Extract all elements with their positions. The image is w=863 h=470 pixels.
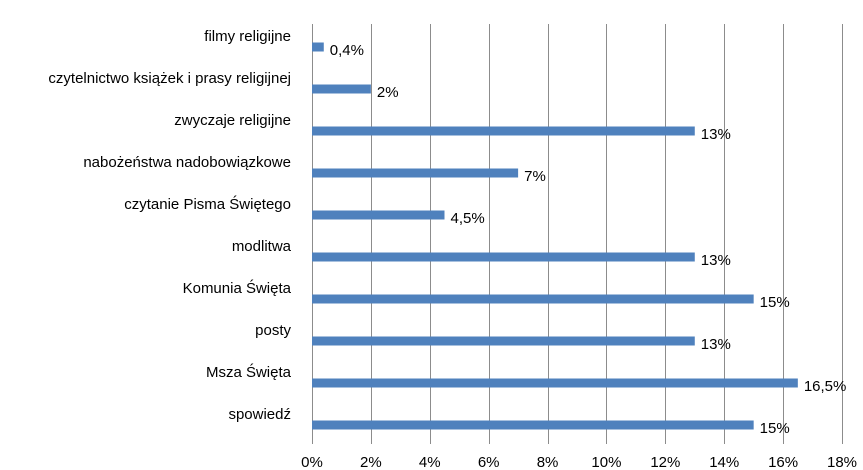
x-tick-label: 16%	[768, 454, 798, 470]
bar	[312, 252, 695, 262]
data-labels: 0,4% 2% 13% 7% 4,5% 13% 15% 13% 16,5% 15%	[330, 42, 847, 437]
category-label: nabożeństwa nadobowiązkowe	[83, 154, 291, 171]
data-label: 13%	[701, 126, 731, 143]
bar	[312, 42, 324, 52]
x-tick-label: 18%	[827, 454, 857, 470]
bar-series	[312, 42, 798, 430]
data-label: 13%	[701, 336, 731, 353]
x-tick-label: 4%	[419, 454, 441, 470]
x-tick-label: 6%	[478, 454, 500, 470]
data-label: 7%	[524, 168, 546, 185]
category-label: czytelnictwo książek i prasy religijnej	[48, 70, 291, 87]
x-tick-label: 0%	[301, 454, 323, 470]
bar	[312, 420, 754, 430]
x-tick-label: 10%	[591, 454, 621, 470]
category-labels: filmy religijne czytelnictwo książek i pr…	[48, 28, 291, 423]
category-label: Komunia Święta	[183, 279, 292, 297]
category-label: filmy religijne	[204, 28, 291, 45]
bar	[312, 210, 445, 220]
x-tick-label: 14%	[709, 454, 739, 470]
data-label: 4,5%	[451, 210, 485, 227]
category-label: Msza Święta	[206, 363, 292, 381]
data-label: 0,4%	[330, 42, 364, 59]
gridlines	[312, 24, 843, 444]
bar	[312, 336, 695, 346]
category-label: spowiedź	[228, 406, 291, 423]
category-label: posty	[255, 322, 291, 339]
bar	[312, 168, 519, 178]
data-label: 16,5%	[804, 378, 847, 395]
data-label: 13%	[701, 252, 731, 269]
bar	[312, 294, 754, 304]
data-label: 2%	[377, 84, 399, 101]
bar	[312, 378, 798, 388]
category-label: zwyczaje religijne	[174, 112, 291, 129]
category-label: modlitwa	[232, 238, 292, 255]
data-label: 15%	[760, 294, 790, 311]
x-tick-label: 8%	[537, 454, 559, 470]
data-label: 15%	[760, 420, 790, 437]
bar	[312, 84, 371, 94]
bar	[312, 126, 695, 136]
category-label: czytanie Pisma Świętego	[124, 195, 291, 213]
x-tick-label: 2%	[360, 454, 382, 470]
x-tick-label: 12%	[650, 454, 680, 470]
x-axis-tick-labels: 0% 2% 4% 6% 8% 10% 12% 14% 16% 18%	[301, 454, 857, 470]
